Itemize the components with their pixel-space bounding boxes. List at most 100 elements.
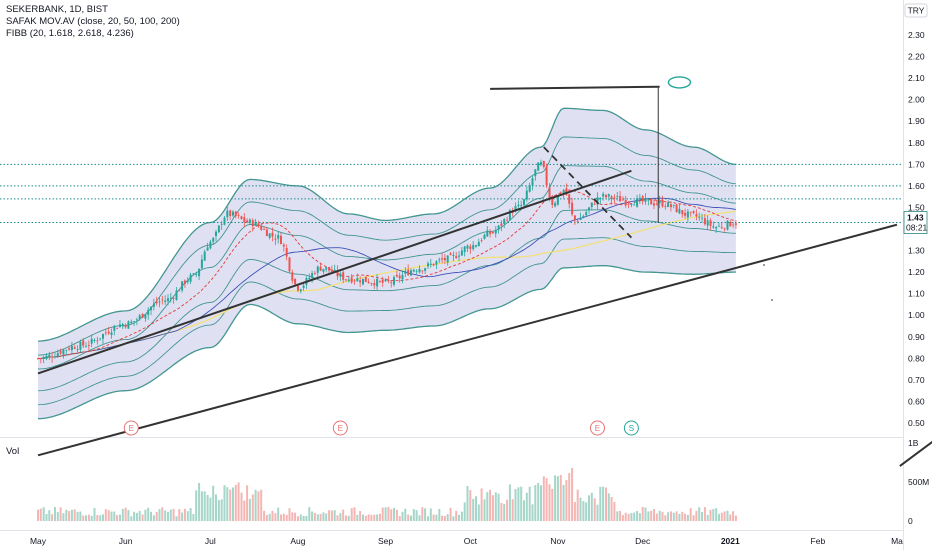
split-event-marker[interactable] <box>623 420 639 436</box>
candle-body <box>508 210 511 220</box>
price-tick-label: 0.80 <box>908 353 925 363</box>
candle-body <box>192 273 195 275</box>
currency-badge[interactable] <box>904 3 928 18</box>
volume-bar <box>568 473 571 521</box>
volume-bar <box>305 516 308 521</box>
candle-body <box>655 203 658 205</box>
volume-bar <box>102 514 104 521</box>
candle-body <box>429 263 432 265</box>
volume-bar <box>412 509 415 521</box>
volume-bar <box>486 492 489 521</box>
candle-body <box>542 161 545 167</box>
candle-body <box>537 162 540 171</box>
candle-body <box>119 324 121 327</box>
trendline[interactable] <box>37 169 632 375</box>
target-circle-marker[interactable] <box>667 76 692 89</box>
candle-body <box>528 185 531 192</box>
time-tick-label: Dec <box>635 536 651 546</box>
volume-bar <box>511 499 514 521</box>
price-axis[interactable]: 2.302.202.102.001.901.801.701.601.501.40… <box>908 30 929 526</box>
volume-bar <box>661 511 664 521</box>
dashed-trendline[interactable] <box>543 146 633 239</box>
volume-bar <box>460 511 463 521</box>
candle-body <box>138 315 141 319</box>
candle-body <box>260 226 263 230</box>
volume-bars-group <box>37 468 737 521</box>
volume-bar <box>415 510 418 521</box>
candle-body <box>602 193 605 197</box>
time-tick-label: 2021 <box>721 536 740 546</box>
volume-bar <box>551 488 554 521</box>
candle-body <box>650 198 653 205</box>
volume-bar <box>186 511 189 521</box>
volume-bar <box>116 515 119 521</box>
candle-body <box>169 297 172 299</box>
candle-body <box>401 274 404 280</box>
candle-body <box>412 270 415 272</box>
candle-body <box>427 263 429 267</box>
earnings-event-marker[interactable] <box>123 420 139 436</box>
volume-bar <box>85 515 87 521</box>
candle-body <box>452 255 455 256</box>
volume-bar <box>359 511 362 521</box>
candle-body <box>248 219 251 224</box>
candle-body <box>477 241 480 247</box>
candle-body <box>322 268 325 272</box>
candle-body <box>672 204 675 206</box>
earnings-event-marker[interactable] <box>332 420 348 436</box>
candle-body <box>585 212 588 216</box>
candle-body <box>203 251 206 261</box>
candle-body <box>99 338 102 340</box>
candle-body <box>124 324 127 328</box>
trendline[interactable] <box>490 85 660 90</box>
candle-body <box>206 247 209 251</box>
earnings-event-marker[interactable] <box>589 420 605 436</box>
candle-body <box>548 187 551 199</box>
candle-body <box>133 321 136 322</box>
volume-bar <box>500 503 503 521</box>
current-price-label: 1.43 <box>907 213 924 223</box>
volume-bar <box>573 502 576 521</box>
candle-body <box>525 190 528 200</box>
volume-bar <box>523 500 525 521</box>
volume-bar <box>441 515 444 521</box>
candle-body <box>42 357 45 359</box>
volume-bar <box>183 508 186 521</box>
time-axis[interactable]: May Jun Jul Aug Sep Oct Nov Dec 2021 Feb Ma <box>30 536 903 546</box>
volume-bar <box>590 492 593 521</box>
volume-bar <box>619 510 622 521</box>
candle-body <box>712 226 715 228</box>
candle-body <box>364 276 367 282</box>
volume-bar <box>345 515 347 521</box>
volume-bar <box>605 487 607 521</box>
volume-bar <box>299 514 302 521</box>
price-tick-label: 1.00 <box>908 310 925 320</box>
volume-bar <box>542 476 545 521</box>
trendline[interactable] <box>37 223 898 457</box>
volume-bar <box>54 507 56 521</box>
candle-body <box>370 283 373 284</box>
volume-bar <box>675 511 678 521</box>
volume-bar <box>175 516 178 521</box>
candles-group <box>37 159 737 364</box>
candle-body <box>316 266 319 273</box>
volume-bar <box>209 497 212 521</box>
candle-body <box>506 219 509 221</box>
volume-bar <box>257 491 260 521</box>
candle-body <box>254 221 257 226</box>
candle-body <box>486 230 489 237</box>
volume-bar <box>302 516 305 521</box>
volume-bar <box>285 514 288 521</box>
volume-bar <box>181 512 184 521</box>
volume-bar <box>477 504 480 521</box>
candle-body <box>678 208 681 214</box>
volume-bar <box>610 497 613 521</box>
volume-bar <box>243 500 246 521</box>
volume-bar <box>443 516 446 521</box>
volume-bar <box>588 495 590 521</box>
candle-body <box>277 235 280 239</box>
candle-body <box>715 227 718 229</box>
candle-body <box>302 285 305 288</box>
candle-body <box>161 299 164 301</box>
